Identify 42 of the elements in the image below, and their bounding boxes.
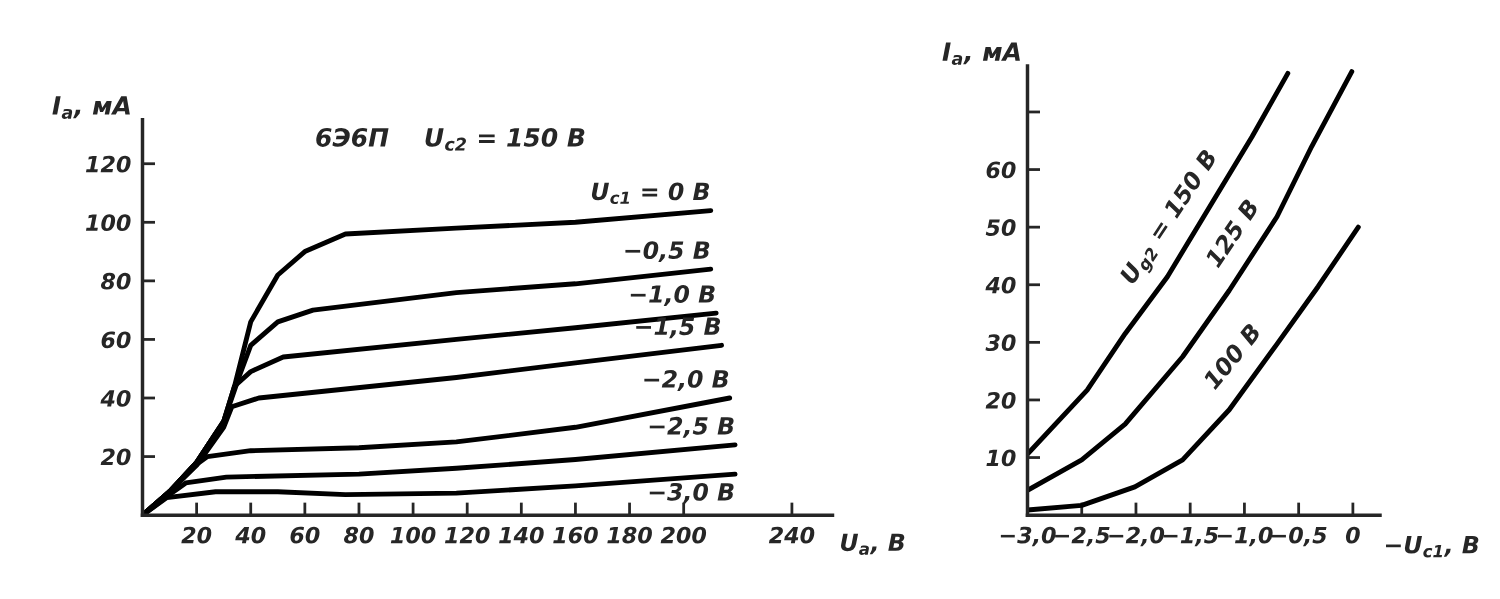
x-tick-label: −1,0 (1217, 526, 1273, 547)
x-tick-label: 200 (660, 526, 707, 544)
y-tick-label: 80 (100, 272, 131, 290)
y-tick-label: 50 (985, 219, 1016, 236)
y-tick-label: 60 (986, 161, 1016, 179)
y-axis-title: I$_{a}$, мА (942, 42, 1020, 66)
x-tick-label: −1,5 (1163, 526, 1219, 547)
y-tick-label: 60 (101, 331, 131, 349)
annotation: 6Э6П U$_{c2}$ = 150 В (316, 127, 585, 151)
x-tick-label: 120 (444, 526, 490, 544)
x-tick-label: 20 (181, 526, 212, 544)
series-label: U$_{c1}$ = 0 В (591, 182, 710, 205)
series-label: −2,0 В (644, 370, 729, 391)
series-label: −1,0 В (630, 285, 715, 306)
series-label: −2,5 В (649, 416, 734, 438)
x-tick-label: −2,5 (1055, 526, 1110, 547)
x-tick-label: 0 (1345, 526, 1360, 544)
x-tick-label: −3,0 (1000, 526, 1056, 547)
y-tick-label: 20 (100, 448, 131, 466)
x-axis-title: −U$_{c1}$, В (1386, 536, 1479, 558)
series-label: −0,5 В (625, 241, 710, 263)
y-tick-label: 10 (986, 449, 1016, 467)
x-tick-label: 140 (499, 526, 544, 544)
x-tick-label: 180 (607, 526, 652, 544)
x-tick-label: 40 (235, 526, 266, 544)
x-tick-label: −2,0 (1109, 526, 1165, 547)
x-tick-label: −0,5 (1272, 526, 1327, 547)
x-tick-label: 160 (553, 526, 598, 544)
y-tick-label: 120 (85, 155, 131, 173)
series-label: −3,0 В (649, 482, 734, 504)
y-tick-label: 30 (985, 334, 1016, 352)
series-label: −1,5 В (636, 317, 721, 339)
y-tick-label: 40 (985, 276, 1016, 294)
y-tick-label: 40 (100, 389, 131, 407)
x-tick-label: 100 (390, 526, 436, 544)
x-tick-label: 80 (344, 526, 374, 544)
y-tick-label: 20 (985, 391, 1016, 409)
x-tick-label: 240 (768, 526, 815, 544)
x-tick-label: 60 (290, 526, 320, 544)
y-tick-label: 100 (85, 214, 131, 232)
x-axis-title: U$_{a}$, В (841, 533, 905, 555)
y-axis-title: I$_{a}$, мА (52, 96, 130, 119)
